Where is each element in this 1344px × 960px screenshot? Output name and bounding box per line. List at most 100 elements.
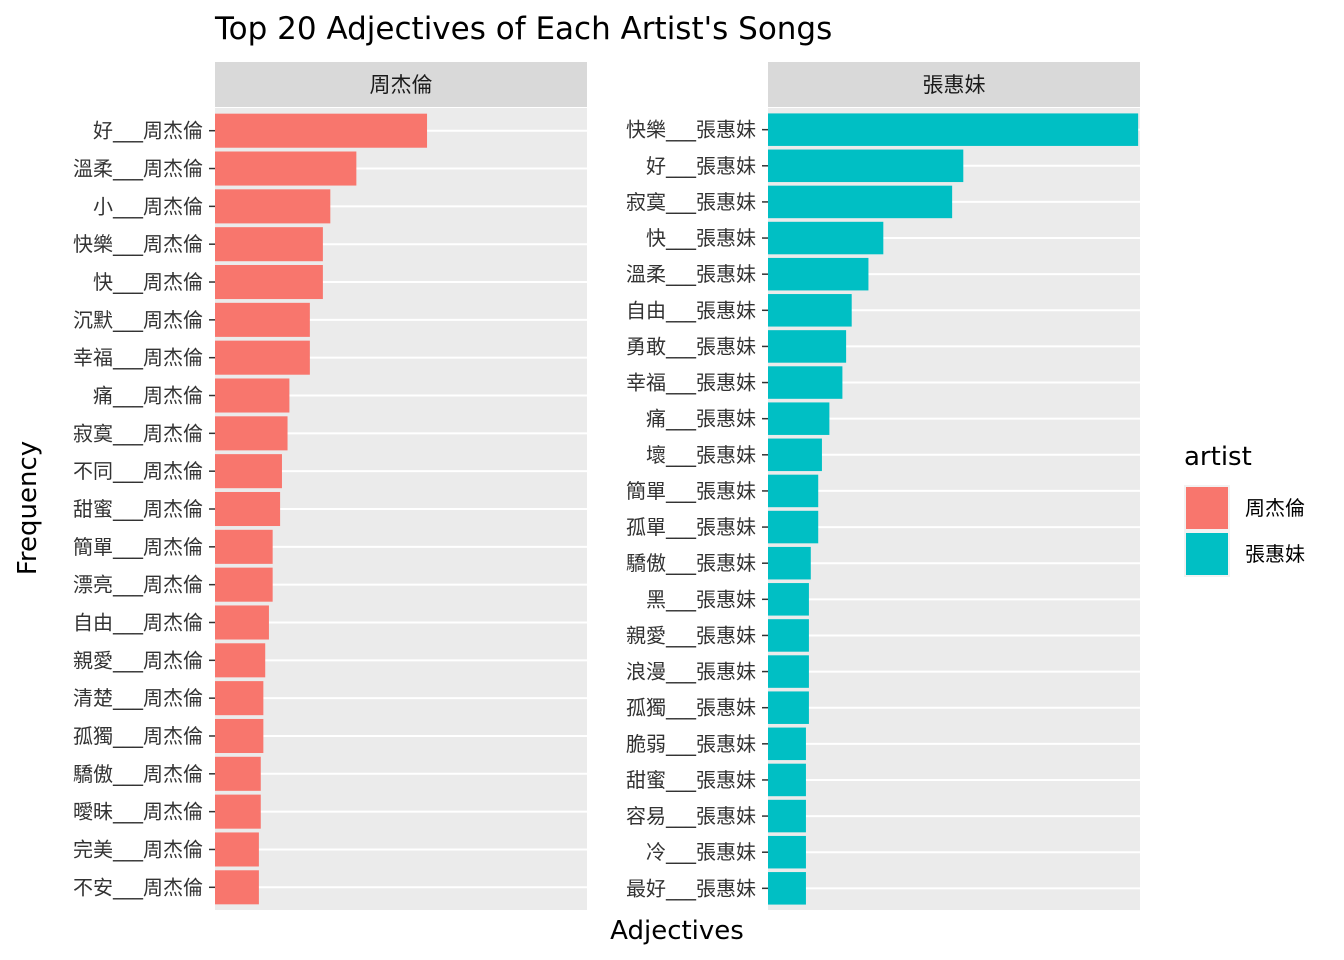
y-tick-label: 自由___周杰倫 [73,610,203,634]
bar [768,438,822,472]
bar [215,227,323,262]
y-tick-label: 黑___張惠妹 [646,587,756,611]
bar [768,366,843,399]
facet-panel: 張惠妹快樂___張惠妹好___張惠妹寂寞___張惠妹快___張惠妹溫柔___張惠… [626,62,1140,910]
bar [215,681,264,716]
bar [215,113,428,148]
y-tick-label: 痛___張惠妹 [646,407,756,431]
y-tick-label: 痛___周杰倫 [93,384,203,408]
y-tick-label: 親愛___張惠妹 [626,623,756,647]
bar [768,763,806,797]
bar [215,832,259,867]
bar [768,727,806,761]
y-tick-label: 勇敢___張惠妹 [626,334,756,358]
facet-panels: 周杰倫好___周杰倫溫柔___周杰倫小___周杰倫快樂___周杰倫快___周杰倫… [73,62,1140,910]
legend-title: artist [1184,442,1252,472]
legend-label: 張惠妹 [1245,542,1305,566]
bar [215,794,261,829]
y-tick-label: 自由___張惠妹 [626,298,756,322]
bar [768,294,852,327]
y-tick-label: 好___張惠妹 [646,154,756,178]
bar [768,655,809,688]
y-tick-label: 不同___周杰倫 [73,459,203,483]
bar [215,643,266,678]
bar [768,619,809,652]
bar [215,189,331,224]
bar [768,402,830,435]
facet-strip [768,62,1140,107]
legend-swatch [1186,533,1228,575]
y-tick-label: 親愛___周杰倫 [73,648,203,672]
y-tick-label: 驕傲___張惠妹 [626,551,756,575]
y-tick-label: 溫柔___張惠妹 [626,262,756,286]
bar [768,510,819,544]
y-tick-label: 浪漫___張惠妹 [626,660,756,684]
bar [768,872,806,905]
y-tick-label: 溫柔___周杰倫 [73,157,203,181]
bar [215,567,273,602]
y-tick-label: 孤獨___張惠妹 [626,696,756,720]
bar [215,491,281,527]
y-tick-label: 容易___張惠妹 [626,804,756,828]
y-tick-label: 簡單___張惠妹 [626,479,756,503]
y-tick-label: 快___周杰倫 [93,270,203,294]
bar [768,583,809,616]
bar [215,529,273,564]
y-axis-title: Frequency [13,441,43,575]
bar [215,340,310,375]
bar [215,264,323,300]
facet-strip [215,62,587,107]
y-tick-label: 幸福___張惠妹 [626,371,756,395]
y-tick-label: 孤單___張惠妹 [626,515,756,539]
bar [215,378,290,413]
bar [768,185,953,219]
bar [768,835,806,869]
bar [768,113,1139,146]
y-tick-label: 寂寞___周杰倫 [73,421,203,445]
bar [215,151,357,186]
y-tick-label: 沉默___周杰倫 [73,308,203,332]
y-tick-label: 曖昧___周杰倫 [73,800,203,824]
y-tick-label: 小___周杰倫 [93,194,203,218]
y-tick-label: 完美___周杰倫 [73,837,203,861]
bar [768,474,819,508]
y-tick-label: 寂寞___張惠妹 [626,190,756,214]
y-tick-label: 幸福___周杰倫 [73,346,203,370]
y-tick-label: 脆弱___張惠妹 [626,732,756,756]
facet-strip-label: 周杰倫 [370,73,433,97]
bar [215,605,269,640]
facet-panel: 周杰倫好___周杰倫溫柔___周杰倫小___周杰倫快樂___周杰倫快___周杰倫… [73,62,587,910]
chart-title: Top 20 Adjectives of Each Artist's Songs [214,11,832,47]
x-axis-title: Adjectives [610,916,744,946]
bar [768,221,884,255]
legend-label: 周杰倫 [1245,496,1305,520]
bar [215,870,259,905]
y-tick-label: 快樂___周杰倫 [73,232,203,256]
y-tick-label: 簡單___周杰倫 [73,535,203,559]
y-tick-label: 甜蜜___張惠妹 [626,768,756,792]
bar [215,718,264,754]
y-tick-label: 好___周杰倫 [93,119,203,143]
bar [215,302,310,337]
bar [768,546,811,580]
y-tick-label: 冷___張惠妹 [646,840,756,864]
bar [768,330,847,363]
legend-swatch [1186,487,1228,529]
bar [768,799,806,833]
y-tick-label: 清楚___周杰倫 [73,686,203,710]
bar [768,257,869,291]
bar [215,756,261,791]
bar [215,416,288,451]
bar [768,691,809,724]
y-tick-label: 不安___周杰倫 [73,875,203,899]
y-tick-label: 快樂___張惠妹 [626,118,756,142]
y-tick-label: 壞___張惠妹 [646,443,756,467]
y-tick-label: 漂亮___周杰倫 [73,573,203,597]
y-tick-label: 驕傲___周杰倫 [73,762,203,786]
y-tick-label: 最好___張惠妹 [626,876,756,900]
y-tick-label: 孤獨___周杰倫 [73,724,203,748]
bar [215,454,282,489]
facet-strip-label: 張惠妹 [923,73,986,97]
